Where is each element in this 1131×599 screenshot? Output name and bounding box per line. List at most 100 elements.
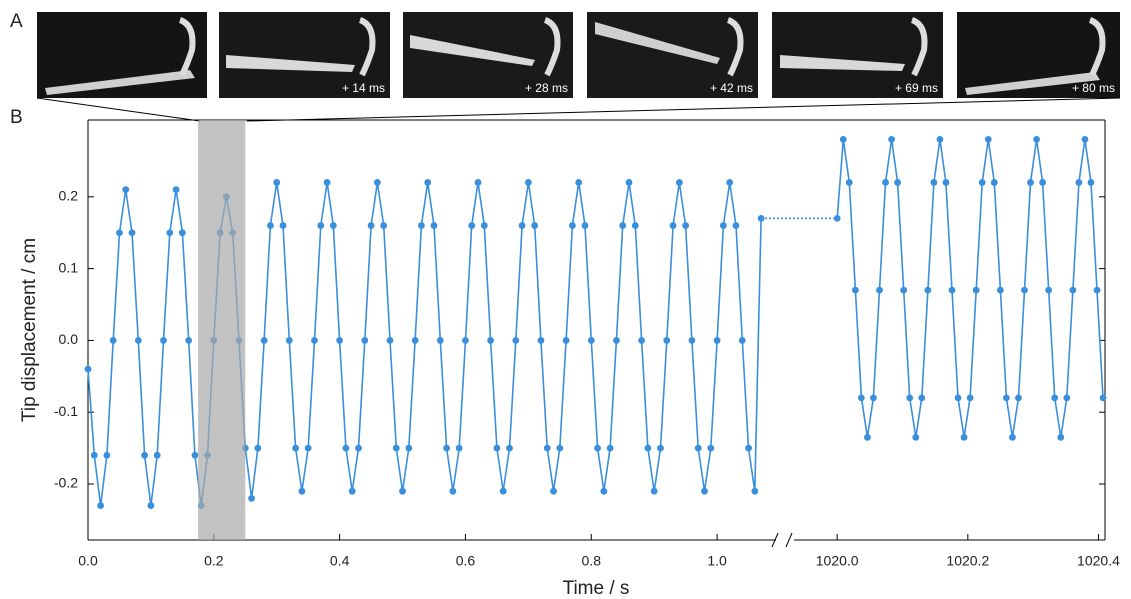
y-tick-label: 0.0 [59, 331, 79, 347]
data-point [355, 444, 362, 452]
zoom-line [246, 97, 1121, 122]
data-point [122, 186, 130, 194]
x-tick-label: 1020.2 [946, 553, 989, 569]
data-point [172, 186, 180, 194]
data-point [323, 179, 331, 186]
data-point [845, 179, 853, 186]
data-point [480, 222, 488, 229]
data-point [304, 444, 312, 452]
data-point [292, 444, 299, 452]
data-point [191, 451, 199, 459]
y-tick-label: 0.2 [59, 188, 79, 204]
data-point [153, 451, 161, 459]
data-point [524, 179, 532, 186]
data-point [267, 222, 274, 229]
data-point [638, 337, 645, 344]
data-point [663, 337, 671, 344]
frames [37, 12, 1120, 98]
frame [772, 12, 943, 98]
zoom-line [36, 97, 201, 122]
y-tick-label: -0.2 [54, 475, 78, 491]
data-point [147, 502, 155, 509]
data-point [864, 433, 871, 441]
data-point [738, 337, 746, 344]
data-point [682, 222, 690, 229]
data-point [84, 365, 92, 373]
data-point [732, 222, 740, 229]
data-point [550, 487, 557, 495]
panel-label: B [10, 107, 23, 128]
data-point [619, 222, 627, 229]
data-point [857, 394, 865, 402]
data-point [719, 222, 727, 229]
data-point [562, 337, 570, 344]
data-point [888, 135, 896, 143]
data-point [942, 179, 950, 186]
data-point [1009, 433, 1016, 441]
data-point [870, 394, 877, 402]
data-point [506, 444, 513, 452]
data-point [936, 135, 944, 143]
data-point [487, 337, 495, 344]
data-point [1081, 135, 1089, 143]
data-point [399, 487, 406, 495]
data-point [876, 286, 883, 294]
data-point [669, 222, 677, 229]
frame [587, 12, 758, 98]
data-line [87, 182, 762, 506]
data-point [386, 337, 394, 344]
data-point [103, 451, 111, 459]
data-point [336, 337, 344, 344]
data-point [688, 337, 696, 344]
data-point [644, 444, 652, 452]
data-point [894, 179, 902, 186]
data-point [109, 337, 117, 344]
data-point [449, 487, 457, 495]
data-point [613, 337, 620, 344]
data-point [1051, 394, 1059, 402]
data-point [1057, 433, 1065, 441]
data-point [141, 451, 149, 459]
y-axis-title: Tip displacement / cm [19, 238, 40, 422]
data-point [839, 135, 847, 143]
data-point [361, 337, 369, 344]
data-point [512, 337, 520, 344]
frame [219, 12, 390, 98]
data-point [273, 179, 281, 186]
data-point [411, 337, 419, 344]
data-point [90, 451, 98, 459]
data-point [392, 444, 400, 452]
axis-break [771, 532, 779, 548]
x-tick-label: 0.6 [456, 553, 476, 569]
data-point [1075, 179, 1083, 186]
data-point [966, 394, 974, 402]
data-point [436, 337, 444, 344]
x-tick-label: 1.0 [707, 553, 727, 569]
data-point [606, 444, 614, 452]
y-tick-label: 0.1 [59, 259, 79, 275]
panel-label: A [10, 11, 23, 32]
data-point [906, 394, 914, 402]
data-point [751, 487, 759, 495]
data-point [128, 229, 136, 237]
data-point [701, 487, 708, 495]
data-point [960, 433, 968, 441]
data-point [474, 179, 482, 186]
data-point [990, 179, 998, 186]
data-point [1099, 394, 1107, 402]
data-point [675, 179, 683, 186]
data-point [984, 135, 992, 143]
data-point [418, 222, 425, 229]
data-point [713, 337, 721, 344]
data-point [97, 502, 104, 509]
data-point [657, 444, 664, 452]
data-point [260, 337, 268, 344]
data-point [1063, 394, 1071, 402]
data-point [1039, 179, 1047, 186]
frame-label: + 42 ms [710, 81, 753, 95]
data-point [254, 444, 262, 452]
data-point [134, 337, 142, 344]
frame [37, 12, 207, 98]
data-point [694, 444, 702, 452]
data-point [930, 179, 938, 186]
